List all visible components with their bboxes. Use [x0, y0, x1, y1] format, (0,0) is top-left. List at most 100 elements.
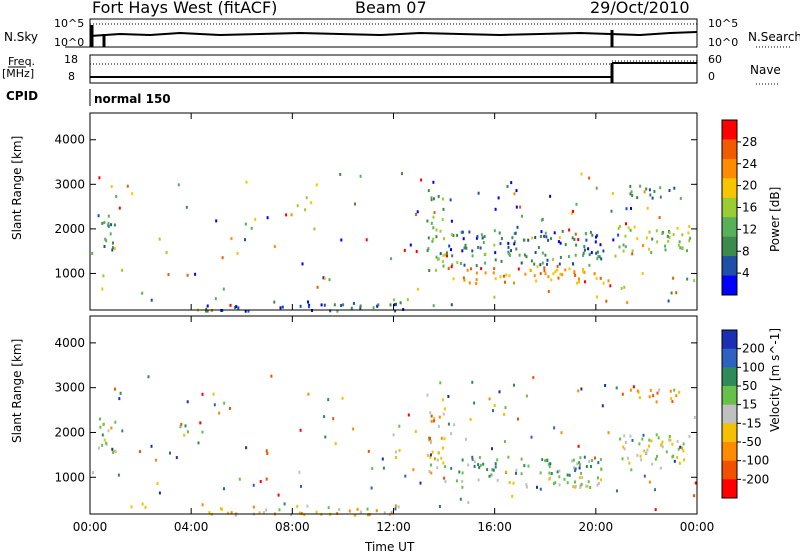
data-cell: [507, 250, 510, 254]
data-cell: [577, 238, 580, 242]
colorbar-tick-label: 50: [742, 379, 757, 393]
freq-label: Freq.: [8, 55, 36, 68]
data-cell: [180, 422, 183, 426]
data-cell: [460, 230, 463, 234]
data-cell: [576, 281, 579, 285]
data-cell: [500, 237, 503, 241]
data-cell: [147, 375, 150, 379]
data-cell: [262, 511, 265, 515]
data-cell: [484, 261, 487, 265]
data-cell: [340, 304, 343, 307]
data-cell: [431, 239, 434, 243]
data-cell: [184, 424, 187, 428]
data-cell: [426, 453, 429, 457]
nsky-label: N.Sky: [4, 30, 39, 44]
data-cell: [365, 238, 368, 242]
data-cell: [458, 470, 461, 474]
data-cell: [594, 456, 596, 460]
data-cell: [223, 487, 225, 491]
data-cell: [475, 271, 478, 275]
data-cell: [678, 390, 681, 394]
beam-label: Beam 07: [355, 0, 427, 17]
data-cell: [114, 420, 117, 424]
data-cell: [544, 272, 547, 276]
data-cell: [595, 235, 597, 239]
data-cell: [412, 468, 415, 472]
data-cell: [465, 246, 468, 250]
data-cell: [439, 229, 442, 233]
data-cell: [658, 216, 661, 220]
colorbar-tick-label: 15: [742, 398, 757, 412]
data-cell: [672, 454, 675, 458]
data-cell: [372, 306, 375, 310]
data-cell: [617, 233, 620, 237]
data-cell: [307, 300, 309, 304]
data-cell: [539, 471, 542, 475]
data-cell: [568, 255, 570, 259]
data-cell: [578, 476, 581, 480]
data-cell: [205, 309, 208, 313]
data-cell: [222, 287, 225, 291]
data-cell: [539, 272, 542, 276]
data-cell: [340, 238, 343, 242]
data-cell: [463, 278, 466, 282]
data-cell: [334, 442, 337, 446]
velocity-colorbar-label: Velocity [m s^-1]: [768, 327, 782, 432]
data-cell: [476, 235, 479, 239]
data-cell: [494, 462, 497, 466]
data-cell: [622, 445, 625, 449]
freq-unit: [MHz]: [2, 67, 35, 80]
data-cell: [496, 458, 499, 462]
y-tick-label: 3000: [54, 381, 85, 395]
data-cell: [648, 395, 651, 399]
data-cell: [244, 238, 246, 242]
data-cell: [450, 466, 453, 470]
data-cell: [430, 419, 433, 423]
data-cell: [429, 411, 432, 415]
data-cell: [597, 481, 600, 485]
data-cell: [395, 456, 397, 459]
data-cell: [672, 233, 675, 237]
data-cell: [238, 477, 241, 481]
data-cell: [617, 226, 620, 230]
data-cell: [482, 462, 485, 466]
data-cell: [394, 504, 397, 508]
data-cell: [475, 236, 478, 240]
data-cell: [494, 207, 497, 211]
data-cell: [92, 471, 94, 475]
data-cell: [535, 279, 538, 283]
data-cell: [428, 470, 431, 473]
data-cell: [299, 511, 301, 515]
data-cell: [468, 230, 471, 234]
date-label: 29/Oct/2010: [590, 0, 690, 17]
data-cell: [300, 511, 303, 515]
data-cell: [327, 398, 330, 402]
data-cell: [566, 481, 569, 485]
data-cell: [621, 392, 624, 396]
data-cell: [320, 303, 323, 307]
colorbar-segment: [722, 386, 737, 406]
data-cell: [169, 451, 171, 455]
data-cell: [121, 429, 124, 433]
data-cell: [415, 250, 418, 253]
data-cell: [631, 438, 634, 442]
data-cell: [455, 479, 458, 483]
x-tick-label: 12:00: [376, 520, 411, 534]
data-cell: [508, 252, 511, 256]
data-cell: [599, 458, 602, 461]
data-cell: [625, 222, 627, 226]
data-cell: [539, 263, 542, 267]
data-cell: [266, 216, 269, 220]
data-cell: [643, 449, 646, 453]
data-cell: [112, 241, 114, 245]
data-cell: [561, 273, 564, 277]
data-cell: [645, 451, 648, 455]
data-cell: [583, 270, 586, 274]
data-cell: [579, 485, 582, 489]
data-cell: [492, 271, 495, 275]
data-cell: [414, 430, 417, 433]
data-cell: [515, 205, 518, 209]
data-cell: [205, 307, 208, 311]
data-cell: [401, 172, 403, 176]
data-cell: [430, 439, 433, 443]
